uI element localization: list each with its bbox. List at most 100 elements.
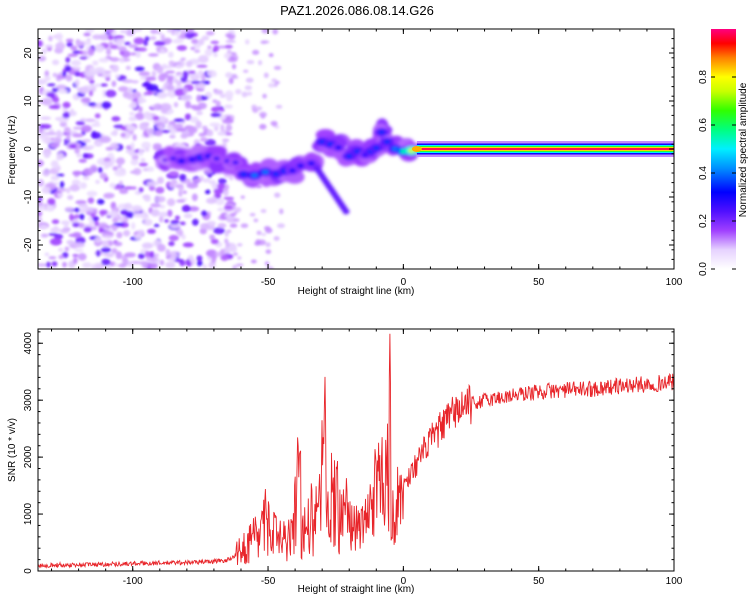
noise-blob: [214, 108, 225, 113]
noise-blob: [166, 29, 172, 33]
noise-blob: [191, 38, 199, 44]
noise-blob: [229, 212, 237, 217]
noise-blob: [198, 38, 205, 46]
noise-blob: [200, 137, 208, 142]
noise-blob: [202, 178, 211, 183]
noise-blob: [112, 166, 119, 171]
noise-blob: [118, 188, 129, 195]
noise-blob: [149, 36, 157, 41]
noise-blob: [144, 250, 151, 258]
noise-blob: [50, 160, 59, 168]
noise-blob: [199, 175, 204, 180]
noise-blob: [249, 212, 256, 217]
noise-blob: [256, 230, 262, 236]
noise-blob: [224, 205, 233, 210]
colorbar-tick-label: 0.2: [698, 214, 709, 228]
snr-y-tick-label: 4000: [23, 332, 34, 355]
noise-blob: [105, 47, 112, 56]
noise-blob: [256, 106, 263, 111]
spectrogram-y-axis-label: Frequency (Hz): [7, 116, 18, 185]
noise-blob: [229, 55, 236, 60]
noise-blob: [144, 196, 151, 202]
noise-blob: [38, 159, 44, 167]
signal-ridge: [155, 118, 422, 215]
noise-blob: [201, 35, 210, 41]
noise-blob: [142, 167, 149, 172]
noise-blob: [223, 173, 232, 179]
noise-blob: [130, 142, 135, 150]
noise-blob: [62, 112, 70, 119]
noise-blob: [115, 251, 123, 260]
noise-blob: [141, 262, 149, 269]
snr-x-tick-label: 100: [666, 576, 683, 587]
noise-blob: [94, 236, 102, 243]
noise-blob: [175, 128, 187, 132]
ridge-core: [378, 129, 386, 135]
noise-blob: [273, 65, 282, 70]
noise-blob: [145, 76, 157, 81]
noise-blob: [79, 118, 87, 122]
noise-blob: [150, 209, 160, 217]
noise-blob: [112, 224, 118, 232]
noise-blob: [129, 111, 135, 116]
noise-blob: [181, 234, 186, 240]
noise-blob: [50, 175, 60, 181]
noise-blob: [241, 91, 248, 98]
noise-blob: [117, 46, 127, 52]
noise-blob: [143, 111, 152, 120]
noise-blob: [40, 233, 49, 238]
noise-blob: [83, 32, 91, 37]
noise-blob: [46, 83, 56, 87]
snr-y-tick-label: 0: [23, 568, 34, 574]
noise-blob: [189, 116, 199, 123]
noise-blob: [225, 72, 233, 78]
noise-blob: [147, 84, 159, 92]
noise-blob: [224, 44, 233, 49]
noise-blob: [99, 73, 112, 78]
noise-blob: [195, 120, 202, 129]
noise-blob: [246, 91, 253, 96]
noise-blob: [226, 198, 234, 203]
noise-blob: [240, 223, 249, 229]
noise-blob: [38, 196, 43, 202]
noise-blob: [143, 218, 153, 226]
noise-blob: [219, 248, 225, 256]
noise-blob: [166, 124, 175, 130]
noise-blob: [224, 104, 233, 109]
noise-blob: [165, 70, 175, 74]
noise-blob: [253, 218, 259, 223]
noise-blob: [137, 229, 145, 236]
noise-blob: [109, 44, 120, 50]
noise-blob: [187, 206, 200, 212]
noise-blob: [52, 59, 60, 66]
noise-blob: [130, 29, 143, 33]
noise-blob: [234, 88, 242, 95]
noise-blob: [168, 91, 176, 98]
noise-blob: [229, 223, 238, 228]
noise-blob: [158, 115, 167, 123]
noise-blob: [186, 182, 199, 189]
noise-blob: [63, 126, 71, 134]
noise-blob: [48, 256, 57, 260]
noise-blob: [72, 170, 83, 176]
noise-blob: [72, 232, 82, 239]
noise-blob: [120, 209, 129, 216]
noise-blob: [39, 224, 48, 229]
noise-blob: [277, 223, 285, 229]
noise-blob: [210, 40, 220, 44]
noise-blob: [46, 261, 51, 268]
noise-blob: [117, 164, 122, 169]
noise-blob: [143, 39, 148, 47]
noise-blob: [138, 162, 148, 167]
noise-blob: [78, 158, 87, 163]
noise-blob: [70, 108, 75, 115]
noise-blob: [142, 82, 153, 87]
noise-blob: [252, 49, 260, 55]
noise-blob: [46, 92, 56, 98]
noise-blob: [180, 94, 193, 102]
noise-blob: [138, 106, 143, 113]
noise-blob: [275, 104, 283, 109]
noise-blob: [125, 65, 131, 71]
noise-blob: [123, 202, 133, 210]
noise-blob: [225, 241, 230, 248]
